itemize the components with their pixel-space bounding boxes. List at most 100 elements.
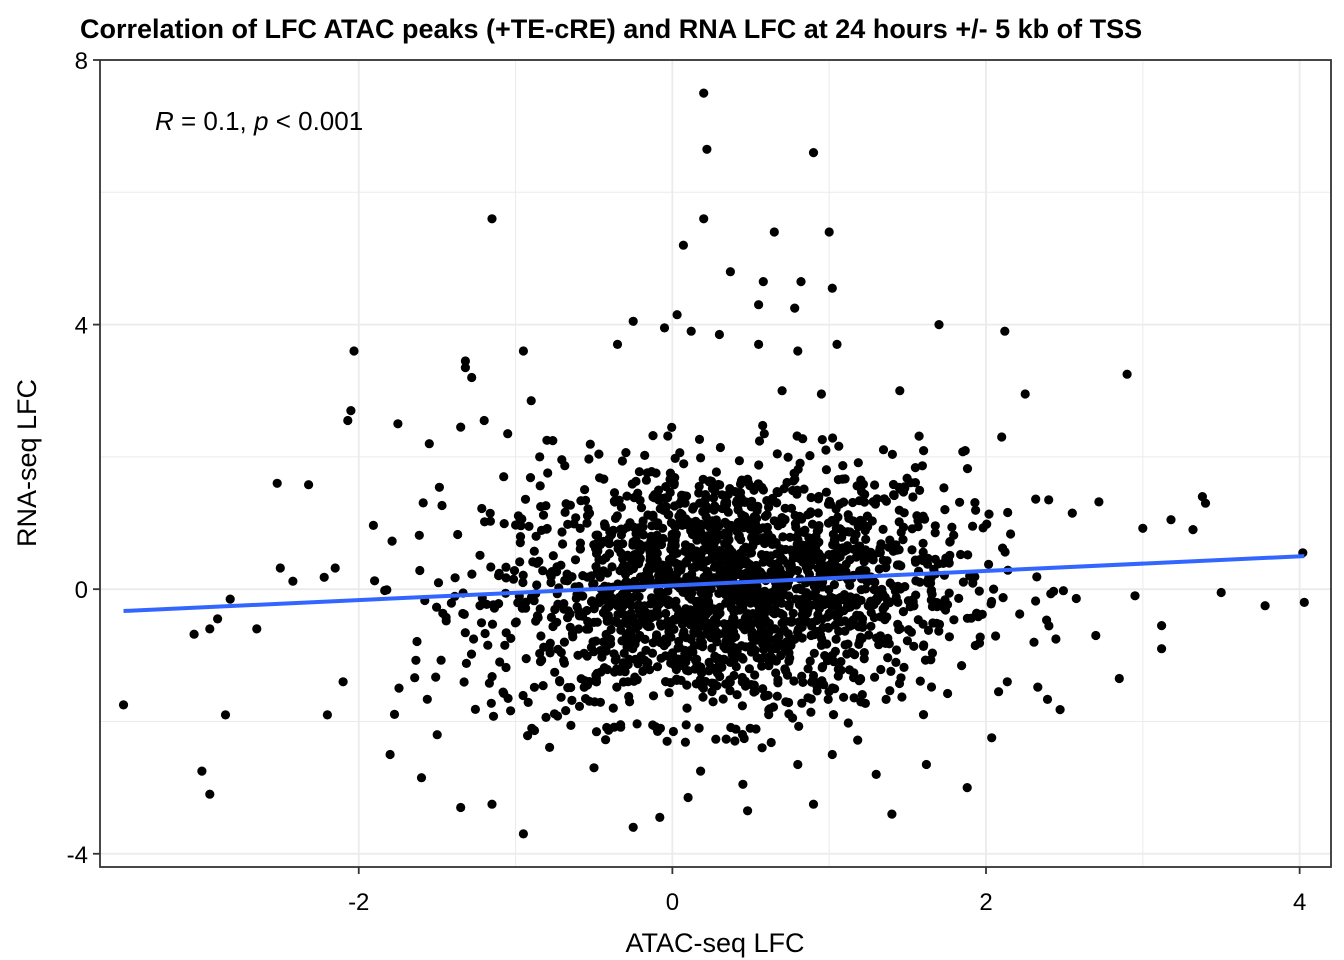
data-point <box>818 560 828 570</box>
data-point <box>844 665 855 675</box>
data-point <box>1042 694 1053 705</box>
data-point <box>806 707 816 717</box>
data-point <box>460 363 470 373</box>
data-point <box>861 534 871 545</box>
data-point <box>630 654 640 665</box>
data-point <box>330 563 340 573</box>
data-point <box>560 507 570 517</box>
data-point <box>304 480 314 490</box>
data-point <box>957 661 967 671</box>
regression-line-path <box>123 554 1305 614</box>
data-point <box>963 550 973 560</box>
data-point <box>711 515 722 525</box>
data-point <box>549 709 560 719</box>
data-point <box>875 634 885 645</box>
annotation-r-value: = 0.1, <box>174 106 254 136</box>
data-point <box>764 627 774 637</box>
data-point <box>915 485 925 495</box>
data-point <box>696 662 706 672</box>
data-point <box>793 464 803 474</box>
data-point <box>563 606 573 616</box>
data-point <box>892 560 903 570</box>
data-point <box>503 693 513 704</box>
data-point <box>655 812 665 823</box>
data-point <box>679 459 689 469</box>
data-point <box>625 615 635 625</box>
data-point <box>803 664 813 674</box>
data-point <box>489 603 499 613</box>
data-point <box>878 524 888 535</box>
data-point <box>634 592 644 602</box>
data-point <box>501 662 511 673</box>
data-point <box>751 617 761 627</box>
data-point <box>616 625 626 635</box>
data-point <box>698 683 709 693</box>
data-point <box>762 510 772 520</box>
data-point <box>692 552 703 562</box>
data-point <box>754 300 764 310</box>
data-point <box>1031 596 1041 606</box>
data-point <box>685 584 695 594</box>
data-point <box>818 662 828 672</box>
data-point <box>612 339 623 349</box>
data-point <box>584 624 594 634</box>
data-point <box>568 632 578 642</box>
data-point <box>538 510 549 520</box>
data-point <box>586 597 597 607</box>
data-point <box>870 672 880 682</box>
data-point <box>694 723 704 733</box>
data-point <box>842 541 853 551</box>
data-point <box>869 612 879 623</box>
data-point <box>1071 593 1081 604</box>
data-point <box>740 681 751 691</box>
data-point <box>686 634 696 645</box>
data-point <box>338 677 348 687</box>
data-point <box>891 645 902 655</box>
data-point <box>499 472 509 482</box>
data-point <box>634 467 645 477</box>
data-point <box>742 557 752 567</box>
data-point <box>805 451 815 461</box>
data-point <box>574 701 585 712</box>
data-point <box>556 692 566 702</box>
data-point <box>917 461 928 471</box>
data-point <box>525 473 536 483</box>
data-point <box>816 640 827 651</box>
data-point <box>272 478 282 488</box>
data-point <box>673 654 684 664</box>
data-point <box>708 697 718 707</box>
data-point <box>956 549 966 560</box>
data-point <box>1138 523 1148 533</box>
data-point <box>616 502 627 512</box>
data-point <box>572 602 582 612</box>
data-point <box>828 433 838 443</box>
data-point <box>665 569 675 579</box>
data-point <box>627 479 637 489</box>
data-point <box>897 692 907 702</box>
data-point <box>785 532 795 542</box>
data-point <box>742 596 753 606</box>
data-point <box>754 535 764 545</box>
data-point <box>477 503 487 514</box>
data-point <box>731 724 741 734</box>
data-point <box>940 605 951 615</box>
data-point <box>546 612 557 623</box>
data-point <box>869 600 879 610</box>
data-point <box>624 597 634 607</box>
data-point <box>801 562 811 573</box>
data-point <box>487 214 497 224</box>
data-point <box>623 660 633 670</box>
data-point <box>762 603 772 613</box>
data-point <box>681 720 691 730</box>
data-point <box>538 681 548 691</box>
data-point <box>1015 609 1025 619</box>
data-point <box>974 586 984 596</box>
axes: -2 0 2 4 -4 0 4 8 <box>67 48 1307 916</box>
data-point <box>557 527 567 537</box>
data-point <box>603 611 613 622</box>
data-point <box>915 676 925 686</box>
data-point <box>410 673 420 683</box>
data-point <box>744 548 755 558</box>
data-point <box>460 628 470 638</box>
data-point <box>758 277 768 287</box>
